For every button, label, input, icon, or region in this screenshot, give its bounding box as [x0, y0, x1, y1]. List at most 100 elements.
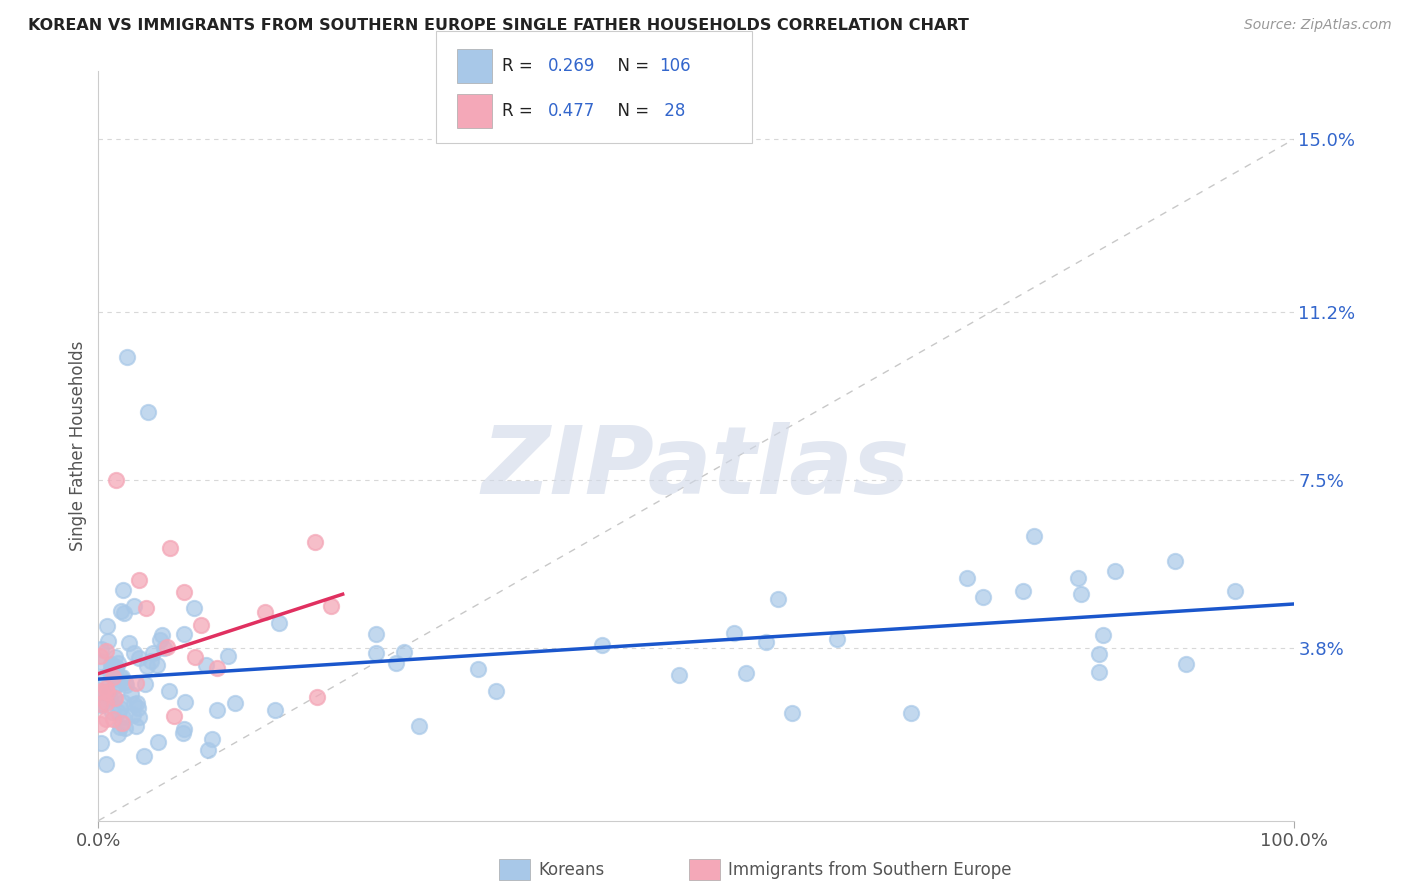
- Immigrants from Southern Europe: [190, 618, 212, 632]
- Koreans: [90, 698, 112, 713]
- Immigrants from Southern Europe: [94, 681, 117, 695]
- Koreans: [94, 756, 117, 771]
- Koreans: [114, 674, 136, 689]
- Koreans: [668, 668, 690, 682]
- Immigrants from Southern Europe: [173, 585, 195, 599]
- Immigrants from Southern Europe: [184, 649, 207, 664]
- Koreans: [263, 703, 285, 717]
- Koreans: [107, 656, 129, 670]
- Text: R =: R =: [502, 102, 538, 120]
- Koreans: [1088, 648, 1111, 662]
- Text: Immigrants from Southern Europe: Immigrants from Southern Europe: [728, 861, 1012, 879]
- Koreans: [224, 696, 246, 710]
- Immigrants from Southern Europe: [111, 716, 134, 731]
- Koreans: [825, 632, 848, 647]
- Koreans: [108, 701, 131, 715]
- Koreans: [114, 722, 136, 736]
- Koreans: [956, 572, 979, 586]
- Text: ZIPatlas: ZIPatlas: [482, 423, 910, 515]
- Koreans: [766, 591, 789, 606]
- Text: 0.269: 0.269: [548, 57, 596, 75]
- Koreans: [111, 710, 134, 724]
- Koreans: [1174, 657, 1197, 672]
- Koreans: [104, 650, 127, 665]
- Koreans: [98, 690, 121, 705]
- Immigrants from Southern Europe: [319, 599, 342, 614]
- Koreans: [125, 696, 148, 710]
- Koreans: [122, 647, 145, 661]
- Koreans: [101, 659, 124, 673]
- Koreans: [96, 693, 118, 707]
- Koreans: [172, 726, 194, 740]
- Immigrants from Southern Europe: [304, 534, 326, 549]
- Text: N =: N =: [607, 102, 655, 120]
- Koreans: [723, 626, 745, 640]
- Immigrants from Southern Europe: [89, 648, 111, 663]
- Koreans: [385, 657, 408, 671]
- Koreans: [135, 658, 157, 673]
- Koreans: [205, 703, 228, 717]
- Koreans: [467, 662, 489, 676]
- Koreans: [134, 677, 156, 691]
- Koreans: [148, 633, 170, 648]
- Koreans: [173, 627, 195, 641]
- Koreans: [120, 687, 142, 701]
- Koreans: [173, 722, 195, 736]
- Koreans: [735, 666, 758, 681]
- Immigrants from Southern Europe: [159, 541, 181, 556]
- Koreans: [107, 673, 129, 687]
- Koreans: [110, 720, 132, 734]
- Koreans: [125, 718, 148, 732]
- Koreans: [98, 665, 121, 679]
- Immigrants from Southern Europe: [156, 640, 179, 654]
- Koreans: [90, 736, 112, 750]
- Koreans: [146, 658, 169, 673]
- Immigrants from Southern Europe: [90, 684, 112, 698]
- Koreans: [1225, 583, 1247, 598]
- Immigrants from Southern Europe: [305, 690, 328, 705]
- Koreans: [755, 635, 778, 649]
- Koreans: [217, 649, 239, 664]
- Koreans: [485, 683, 508, 698]
- Koreans: [115, 678, 138, 692]
- Text: N =: N =: [607, 57, 655, 75]
- Koreans: [146, 734, 169, 748]
- Immigrants from Southern Europe: [96, 685, 118, 699]
- Koreans: [267, 615, 290, 630]
- Koreans: [136, 405, 159, 419]
- Koreans: [93, 669, 115, 683]
- Koreans: [107, 705, 129, 719]
- Koreans: [112, 606, 135, 620]
- Koreans: [90, 641, 112, 656]
- Koreans: [408, 719, 430, 733]
- Koreans: [152, 640, 174, 655]
- Text: R =: R =: [502, 57, 538, 75]
- Koreans: [366, 646, 388, 660]
- Koreans: [96, 618, 118, 632]
- Koreans: [110, 604, 132, 618]
- Koreans: [1022, 529, 1045, 543]
- Koreans: [1070, 587, 1092, 601]
- Koreans: [900, 706, 922, 720]
- Koreans: [97, 633, 120, 648]
- Text: 28: 28: [659, 102, 686, 120]
- Koreans: [111, 671, 134, 685]
- Koreans: [159, 684, 181, 698]
- Immigrants from Southern Europe: [163, 708, 186, 723]
- Immigrants from Southern Europe: [103, 670, 125, 684]
- Koreans: [90, 655, 112, 669]
- Koreans: [1088, 665, 1111, 679]
- Koreans: [782, 706, 804, 720]
- Koreans: [392, 645, 415, 659]
- Koreans: [972, 590, 994, 604]
- Koreans: [591, 638, 613, 652]
- Koreans: [1067, 571, 1090, 585]
- Koreans: [197, 743, 219, 757]
- Immigrants from Southern Europe: [94, 712, 117, 726]
- Text: 106: 106: [659, 57, 690, 75]
- Koreans: [124, 697, 146, 711]
- Koreans: [1104, 564, 1126, 578]
- Y-axis label: Single Father Households: Single Father Households: [69, 341, 87, 551]
- Koreans: [101, 662, 124, 676]
- Koreans: [122, 599, 145, 613]
